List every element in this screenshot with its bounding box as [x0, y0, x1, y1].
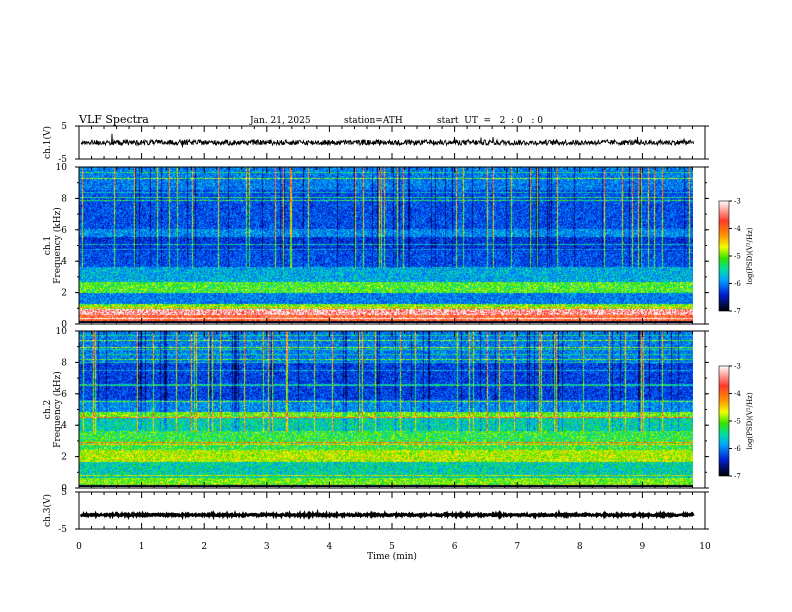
- x-tick-label: 8: [577, 542, 583, 552]
- x-tick-label: 7: [514, 542, 520, 552]
- x-tick-label: 10: [699, 542, 711, 552]
- y-tick-label: 6: [61, 390, 67, 400]
- y-tick-label: 0: [61, 484, 67, 494]
- y-tick-label: -5: [58, 155, 67, 165]
- header-date: Jan. 21, 2025: [249, 116, 311, 126]
- y-tick-label: 4: [61, 257, 67, 267]
- header-station: station=ATH: [344, 116, 403, 126]
- ch3-waveform-ylabel: ch.3(V): [42, 494, 53, 527]
- figure-title: VLF Spectra: [78, 113, 149, 126]
- ch1-spectrogram-image: [79, 167, 693, 323]
- colorbar-tick-label: -5: [734, 418, 741, 426]
- colorbar-tick-label: -3: [734, 198, 741, 206]
- y-tick-label: 5: [61, 122, 67, 132]
- y-tick-label: 2: [61, 453, 67, 463]
- x-tick-label: 9: [640, 542, 646, 552]
- ch1-waveform-ylabel: ch.1(V): [42, 126, 53, 159]
- ch1-waveform-trace: [80, 133, 694, 148]
- colorbar-tick-label: -6: [734, 280, 741, 288]
- ch1-spectrogram-colorbar-label: log(PSD)(V²/Hz): [746, 227, 754, 284]
- x-tick-label: 2: [201, 542, 207, 552]
- ch2-spectrogram-ylabel: Frequency (kHz): [52, 371, 63, 448]
- ch2-spectrogram-colorbar-label: log(PSD)(V²/Hz): [746, 392, 754, 449]
- ch2-spectrogram-image: [79, 331, 693, 487]
- y-tick-label: 8: [61, 358, 67, 368]
- y-tick-label: 4: [61, 421, 67, 431]
- y-tick-label: 0: [61, 320, 67, 330]
- y-tick-label: 10: [56, 327, 68, 337]
- y-tick-label: 10: [56, 163, 68, 173]
- x-axis-label: Time (min): [367, 551, 417, 562]
- x-tick-label: 4: [327, 542, 333, 552]
- colorbar-tick-label: -5: [734, 253, 741, 261]
- ch1-spectrogram-axes: 0 2 4 6 8 10 ch.1 Frequency (kHz) -3 -4 -5 -6 -7 log(…: [43, 163, 754, 330]
- y-tick-label: 8: [61, 194, 67, 204]
- ch1-spectrogram-ylabel: Frequency (kHz): [52, 207, 63, 284]
- colorbar-tick-label: -7: [734, 473, 741, 481]
- y-tick-label: 2: [61, 289, 67, 299]
- x-tick-label: 6: [452, 542, 458, 552]
- colorbar-tick-label: -4: [734, 390, 741, 398]
- colorbar-tick-label: -3: [734, 363, 741, 371]
- ch1-colorbar-gradient: [719, 201, 729, 311]
- ch1-spectrogram-ylabel: ch.1: [43, 236, 53, 255]
- ch2-spectrogram-ylabel: ch.2: [43, 400, 53, 419]
- y-tick-label: 5: [61, 488, 67, 498]
- ch2-spectrogram-axes: 0 2 4 6 8 10 ch.2 Frequency (kHz) -3 -4 -5 -6 -7 log(…: [43, 327, 754, 494]
- y-tick-label: -5: [58, 525, 67, 535]
- ch3-waveform-trace: [79, 508, 695, 521]
- x-tick-label: 0: [76, 542, 82, 552]
- colorbar-tick-label: -6: [734, 445, 741, 453]
- ch2-colorbar-gradient: [719, 366, 729, 476]
- x-tick-label: 5: [389, 542, 395, 552]
- colorbar-tick-label: -7: [734, 308, 741, 316]
- header-start-time: start UT = 2 : 0 : 0: [437, 116, 543, 126]
- colorbar-tick-label: -4: [734, 225, 741, 233]
- y-tick-label: 6: [61, 226, 67, 236]
- x-tick-label: 3: [264, 542, 270, 552]
- ch1-waveform-axes: 5 -5 ch.1(V): [42, 122, 709, 165]
- x-tick-label: 1: [139, 542, 145, 552]
- ch3-waveform-axes: 5 -5 ch.3(V): [42, 488, 709, 535]
